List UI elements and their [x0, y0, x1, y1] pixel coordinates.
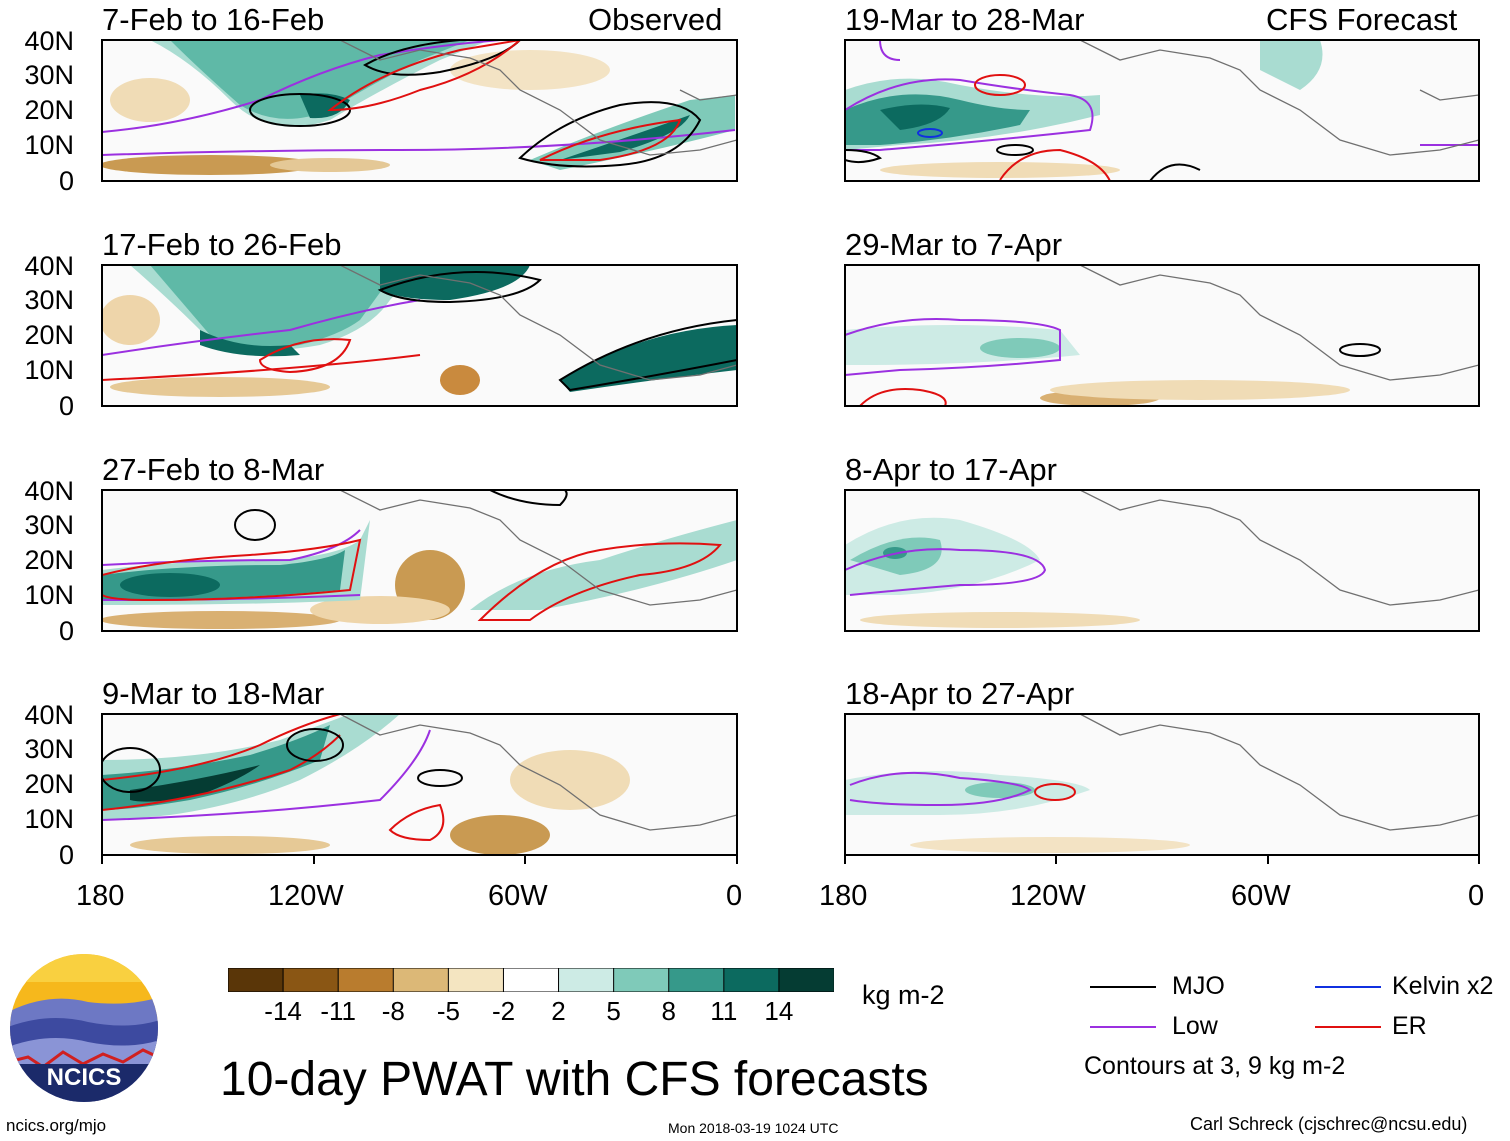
colorbar-tick-label: -2: [491, 996, 516, 1026]
period-title-fcst-3: 8-Apr to 17-Apr: [845, 452, 1057, 487]
colorbar-swatch: [228, 968, 284, 992]
colorbar-swatch: [392, 968, 450, 992]
kelvin-legend-line: [1315, 986, 1381, 988]
period-title-fcst-2: 29-Mar to 7-Apr: [845, 227, 1063, 262]
contour-note: Contours at 3, 9 kg m-2: [1084, 1052, 1346, 1080]
ncics-logo: NCICS: [10, 954, 158, 1102]
lat-label: 20N: [24, 95, 74, 125]
colorbar-swatch: [668, 968, 725, 992]
period-title-obs-1: 7-Feb to 16-Feb: [102, 2, 325, 37]
forecast-label: CFS Forecast: [1266, 2, 1458, 37]
lat-label: 0: [58, 166, 74, 196]
panel-fcst-1: [845, 40, 1479, 181]
observed-label: Observed: [588, 2, 723, 37]
er-legend-line: [1315, 1026, 1381, 1028]
lon-label: 180: [819, 880, 868, 912]
lat-label: 20N: [24, 545, 74, 575]
panel-fcst-2: [845, 265, 1479, 406]
colorbar-swatch: [613, 968, 670, 992]
lat-label: 10N: [24, 580, 74, 610]
colorbar: [228, 968, 834, 992]
units-label: kg m-2: [862, 980, 945, 1010]
lat-label: 0: [58, 840, 74, 870]
colorbar-tick-label: -5: [436, 996, 460, 1026]
figure-title: 10-day PWAT with CFS forecasts: [220, 1053, 929, 1106]
lat-label: 30N: [24, 285, 74, 315]
colorbar-tick-label: 8: [661, 996, 676, 1026]
panel-fcst-4: [845, 714, 1479, 855]
colorbar-tick-label: 11: [710, 996, 738, 1026]
lon-label: 120W: [268, 880, 344, 912]
lat-label: 10N: [24, 804, 74, 834]
er-legend-label: ER: [1392, 1012, 1427, 1040]
lat-label: 40N: [24, 700, 74, 730]
colorbar-swatch: [723, 968, 780, 992]
lon-label: 120W: [1010, 880, 1086, 912]
lat-label: 30N: [24, 510, 74, 540]
period-title-fcst-4: 18-Apr to 27-Apr: [845, 676, 1075, 711]
footer-url[interactable]: ncics.org/mjo: [6, 1116, 107, 1135]
colorbar-tick-label: 5: [606, 996, 621, 1026]
mjo-legend-label: MJO: [1172, 972, 1225, 1000]
period-title-obs-3: 27-Feb to 8-Mar: [102, 452, 325, 487]
panel-obs-3: [102, 490, 737, 631]
lat-label: 40N: [24, 251, 74, 281]
footer-timestamp: Mon 2018-03-19 1024 UTC: [668, 1120, 839, 1136]
lat-label: 30N: [24, 734, 74, 764]
lat-label: 20N: [24, 320, 74, 350]
colorbar-swatch: [778, 968, 834, 992]
lat-label: 10N: [24, 130, 74, 160]
low-legend-label: Low: [1172, 1012, 1218, 1040]
logo-text: NCICS: [47, 1064, 122, 1091]
lon-label: 180: [76, 880, 125, 912]
lon-label: 0: [1468, 880, 1485, 912]
low-legend-line: [1090, 1026, 1156, 1028]
colorbar-swatch: [558, 968, 615, 992]
period-title-obs-2: 17-Feb to 26-Feb: [102, 227, 342, 262]
colorbar-swatch: [282, 968, 339, 992]
period-title-fcst-1: 19-Mar to 28-Mar: [845, 2, 1085, 37]
lon-label: 60W: [488, 880, 548, 912]
panel-fcst-3: [845, 490, 1479, 631]
panel-obs-1: [102, 40, 737, 181]
lat-label: 10N: [24, 355, 74, 385]
kelvin-legend-label: Kelvin x2: [1392, 972, 1494, 1000]
mjo-legend-line: [1090, 986, 1156, 988]
panel-obs-4: [102, 714, 737, 855]
colorbar-swatch: [337, 968, 395, 992]
lat-label: 40N: [24, 26, 74, 56]
colorbar-tick-label: -14: [264, 996, 302, 1026]
lon-label: 60W: [1231, 880, 1291, 912]
lat-label: 20N: [24, 769, 74, 799]
footer-author: Carl Schreck (cjschrec@ncsu.edu): [1190, 1114, 1468, 1134]
colorbar-tick-label: -8: [381, 996, 405, 1026]
lat-label: 0: [58, 616, 74, 646]
lat-label: 40N: [24, 476, 74, 506]
axis-ticks: [101, 855, 1480, 864]
lat-label: 0: [58, 391, 74, 421]
lon-label: 0: [726, 880, 743, 912]
panel-obs-2: [102, 265, 737, 406]
colorbar-tick-label: -11: [320, 996, 357, 1026]
colorbar-swatch: [502, 968, 560, 992]
colorbar-swatch: [447, 968, 505, 992]
colorbar-tick-label: 2: [551, 996, 566, 1026]
panel-frames: [101, 39, 1480, 856]
lat-label: 30N: [24, 60, 74, 90]
period-title-obs-4: 9-Mar to 18-Mar: [102, 676, 325, 711]
colorbar-tick-label: 14: [764, 996, 794, 1026]
